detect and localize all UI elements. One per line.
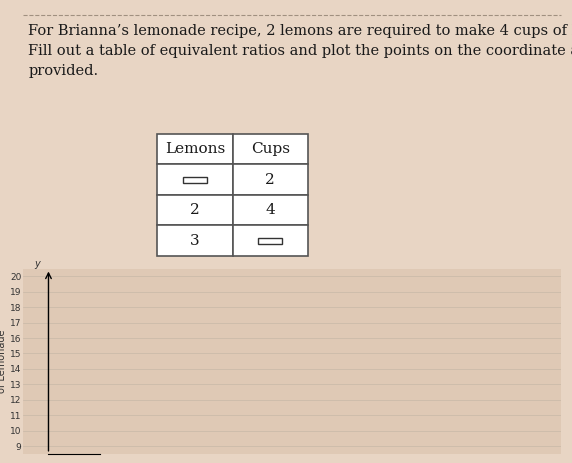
Bar	[183, 176, 207, 183]
Text: For Brianna’s lemonade recipe, 2 lemons are required to make 4 cups of lemonade.: For Brianna’s lemonade recipe, 2 lemons …	[28, 24, 572, 78]
Bar	[157, 164, 233, 195]
Bar	[157, 134, 233, 164]
Text: Lemons: Lemons	[165, 142, 225, 156]
Bar	[258, 238, 283, 244]
Bar	[157, 195, 233, 225]
Y-axis label: of Lemonade: of Lemonade	[0, 330, 7, 393]
Bar	[233, 195, 308, 225]
Bar	[233, 164, 308, 195]
Text: 2: 2	[190, 203, 200, 217]
Text: y: y	[34, 259, 40, 269]
Bar	[157, 225, 233, 256]
Text: 3: 3	[190, 234, 200, 248]
Text: 2: 2	[265, 173, 275, 187]
Text: Cups: Cups	[251, 142, 289, 156]
Bar	[233, 225, 308, 256]
Bar	[233, 134, 308, 164]
Text: 4: 4	[265, 203, 275, 217]
